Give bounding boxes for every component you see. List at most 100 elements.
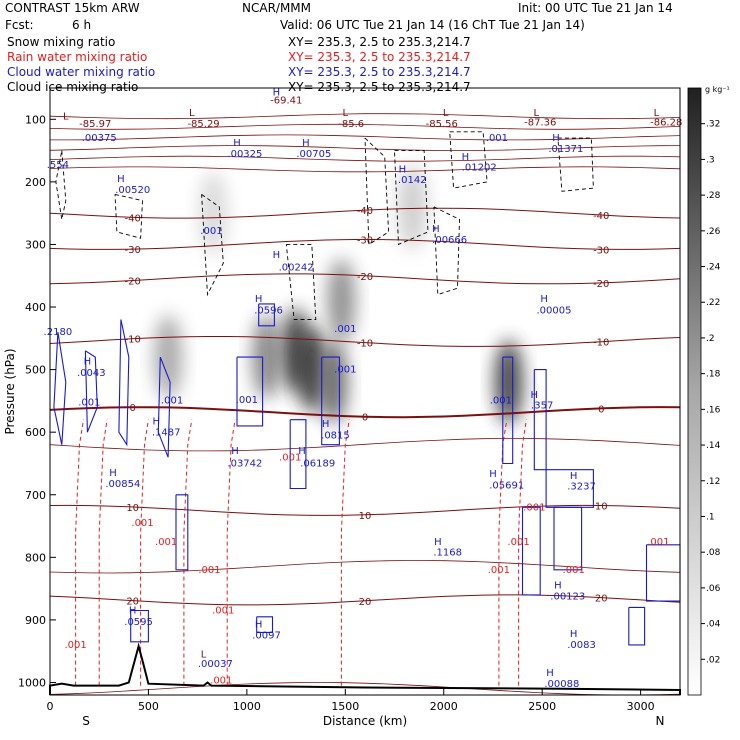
temperature-isotherms: -40 -40 -40 -30 -30 -30 -20 -20 -20 -10 -10 -10 0 0 0 1…	[49, 113, 681, 696]
cloudwater-contour-5	[236, 356, 264, 427]
extrema-label-88: .001	[210, 676, 232, 687]
cloudwater-contour-9	[533, 369, 547, 471]
extrema-label-18: .00705	[296, 149, 331, 160]
extrema-label-79: H	[255, 619, 263, 630]
isotherm-label-2-1: -20	[357, 272, 373, 283]
field-cloudice-name: Cloud ice mixing ratio	[7, 80, 139, 94]
colorbar-tick-label-10: .12	[706, 477, 720, 487]
extrema-label-36: H	[255, 294, 263, 305]
isotherm-label-0-0: -40	[125, 213, 141, 224]
snow-core-4	[319, 340, 348, 425]
cloudice-contour-7	[557, 137, 594, 192]
extrema-label-12: L	[654, 108, 660, 119]
extrema-label-15: H	[233, 138, 241, 149]
rain-contour-2	[140, 419, 149, 686]
lower-isotherm-2	[49, 682, 681, 696]
colorbar-tick-label-8: .16	[706, 405, 721, 415]
extrema-label-16: .00325	[227, 149, 262, 160]
cloudice-contour-3	[364, 137, 390, 246]
hydrometeor-contours	[49, 131, 681, 695]
extrema-label-71: .001	[198, 565, 220, 576]
x-tick-label-1: 500	[138, 700, 159, 713]
isotherm-label-2-0: -20	[125, 276, 141, 287]
isotherm-label-5-2: 10	[595, 501, 608, 512]
extrema-label-75: .00123	[550, 591, 585, 602]
x-axis-label: Distance (km)	[323, 714, 407, 728]
lower-isotherm-1	[49, 560, 681, 574]
cloudice-contour-6	[449, 131, 488, 189]
rain-contour-6	[498, 419, 508, 686]
extrema-label-73: .001	[563, 565, 585, 576]
extrema-label-42: .001	[334, 365, 356, 376]
x-tick-label-4: 2000	[430, 700, 458, 713]
colorbar-unit: g kg⁻¹	[705, 85, 730, 94]
extrema-label-76: H	[129, 606, 137, 617]
extrema-label-50: .1487	[152, 427, 181, 438]
extrema-label-87: .00088	[544, 679, 579, 690]
endpoint-left: S	[82, 714, 90, 728]
snow-shading-layer	[154, 164, 523, 425]
cloudwater-contour-15	[256, 616, 274, 633]
extrema-label-28: .00520	[115, 185, 150, 196]
extrema-label-74: H	[554, 581, 562, 592]
valid-time: Valid: 06 UTC Tue 21 Jan 14 (16 ChT Tue …	[280, 18, 585, 32]
extrema-label-69: .1168	[433, 547, 462, 558]
extrema-label-5: -85.29	[187, 119, 219, 130]
field-cloudice-xy: XY= 235.3, 2.5 to 235.3,214.7	[288, 80, 471, 94]
extrema-label-32: H	[273, 250, 281, 261]
center-name: NCAR/MMM	[242, 1, 312, 15]
extrema-label-52: .0815	[321, 430, 350, 441]
lower-isotherm-0	[49, 438, 681, 452]
extrema-label-33: .00242	[279, 263, 314, 274]
extrema-label-22: .554	[47, 160, 69, 171]
x-tick-label-0: 0	[47, 700, 54, 713]
extrema-label-34: H	[540, 294, 548, 305]
extrema-label-82: .0083	[567, 640, 596, 651]
cloudwater-contour-7	[321, 356, 340, 446]
extrema-label-20: H	[552, 133, 560, 144]
extrema-label-55: .03742	[227, 459, 262, 470]
cloudwater-contour-14	[130, 609, 149, 643]
isotherm-label-4-1: 0	[362, 413, 368, 424]
rain-contour-1	[98, 419, 108, 686]
isotherm-6	[49, 594, 681, 606]
field-cloudwater-xy: XY= 235.3, 2.5 to 235.3,214.7	[288, 65, 471, 79]
extrema-label-65: .001	[131, 518, 153, 529]
extrema-label-67: .001	[507, 537, 529, 548]
extrema-label-35: .00005	[537, 305, 572, 316]
isotherm-1	[49, 238, 681, 250]
x-tick-label-6: 3000	[627, 700, 655, 713]
extrema-label-85: .00037	[198, 659, 233, 670]
cloudice-contour-5	[433, 206, 460, 296]
terrain-line	[49, 642, 681, 695]
extrema-label-58: H	[109, 468, 117, 479]
isotherm-label-1-2: -30	[593, 245, 609, 256]
snow-core-3	[297, 327, 326, 412]
extrema-label-14: .00375	[82, 133, 117, 144]
snow-core-7	[398, 164, 427, 249]
isotherm-label-3-1: -10	[357, 339, 373, 350]
isotherm-label-5-0: 10	[126, 503, 139, 514]
isotherm-label-1-0: -30	[125, 245, 141, 256]
extrema-label-64: .001	[523, 502, 545, 513]
upper-isotherm-1	[49, 123, 681, 130]
y-tick-label-1: 200	[25, 176, 46, 189]
y-axis-label: Pressure (hPa)	[3, 348, 17, 434]
isotherm-label-3-0: -10	[125, 335, 141, 346]
isotherm-5	[49, 504, 681, 516]
colorbar-tick-label-4: .24	[706, 263, 721, 273]
isotherm-label-5-1: 10	[359, 511, 372, 522]
cloudwater-contour-8	[502, 356, 514, 465]
extrema-label-2: L	[63, 111, 69, 122]
extrema-label-7: -85.6	[338, 119, 364, 130]
field-cloudwater-name: Cloud water mixing ratio	[7, 65, 156, 79]
extrema-label-81: H	[570, 629, 578, 640]
extrema-label-83: .001	[64, 640, 86, 651]
extrema-label-86: H	[546, 668, 554, 679]
colorbar-ticks: .32 .3 .28 .26 .24 .22 .2 .18 .16 .14 .12 .1 .08 .06.…	[701, 120, 721, 665]
rain-contour-4	[226, 419, 236, 686]
colorbar: g kg⁻¹ .32 .3 .28 .26 .24 .22 .2 .18 .16 .14 .12 .1…	[687, 85, 730, 696]
cloudice-contour-2	[285, 243, 317, 320]
extrema-label-6: L	[343, 108, 349, 119]
rain-contour-0	[75, 419, 84, 686]
